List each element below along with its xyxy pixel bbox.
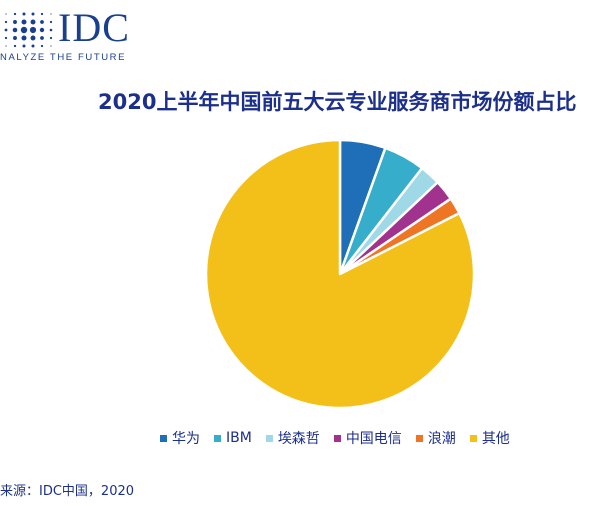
legend-label: 其他 [481,431,510,447]
source-note: 来源：IDC中国，2020 [0,484,135,499]
logo-dots-icon [4,12,53,48]
legend-item-2: 埃森哲 [265,428,320,448]
legend-swatch [160,434,167,442]
legend-item-3: 中国电信 [333,428,402,448]
legend-item-5: 其他 [469,428,510,448]
logo-tagline: NALYZE THE FUTURE [0,52,127,63]
idc-logo: IDC NALYZE THE FUTURE [0,5,150,64]
logo-text: IDC [58,5,130,50]
legend-item-4: 浪潮 [415,428,456,448]
legend-label: 埃森哲 [277,431,320,447]
legend-item-0: 华为 [160,428,200,448]
pie-slice-5 [204,138,476,410]
pie-chart [204,138,476,410]
legend-label: 浪潮 [427,431,456,447]
chart-title: 2020上半年中国前五大云专业服务商市场份额占比 [98,90,577,114]
legend-label: 中国电信 [345,431,402,447]
legend-label: IBM [226,430,252,446]
legend-item-1: IBM [214,430,252,446]
legend-swatch [469,434,477,442]
legend-swatch [415,434,423,442]
legend-swatch [214,434,221,442]
legend-swatch [265,434,273,442]
legend-swatch [333,434,341,442]
legend-label: 华为 [172,431,200,447]
chart-legend: 华为 IBM 埃森哲 中国电信 浪潮 其他 [160,428,510,448]
